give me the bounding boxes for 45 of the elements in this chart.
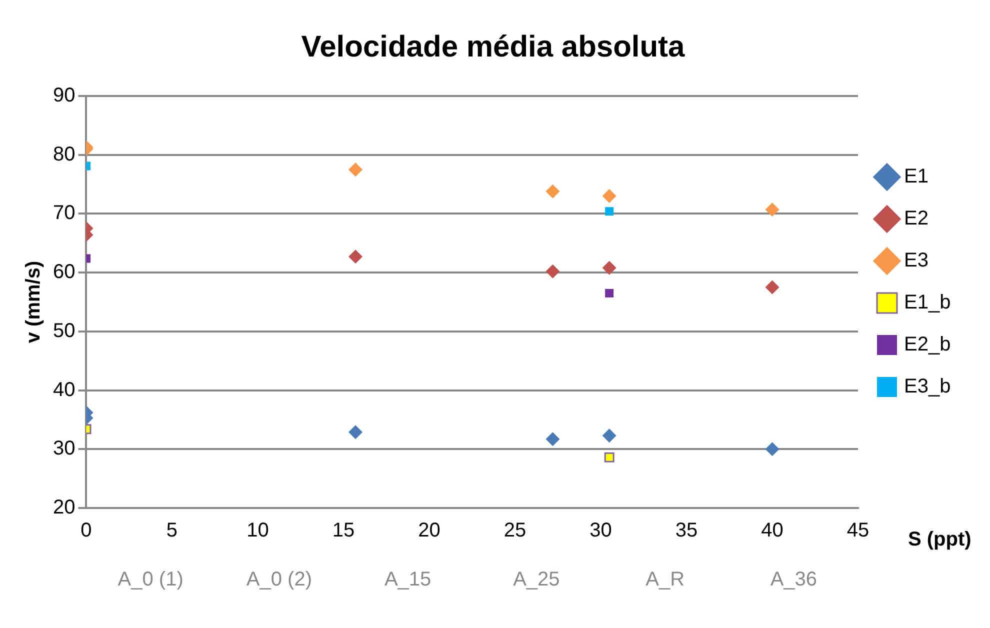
legend-label: E1_b <box>904 292 951 314</box>
legend-label: E1 <box>904 166 928 188</box>
y-tick-label: 70 <box>52 202 76 224</box>
point <box>602 189 616 204</box>
point <box>546 184 560 198</box>
text: A_R <box>646 568 685 591</box>
legend-label: E3_b <box>904 376 951 398</box>
text: A_25 <box>513 568 560 591</box>
point <box>348 250 363 264</box>
legend-label: E3 <box>904 250 928 272</box>
y-tick-label: 80 <box>52 143 76 166</box>
x-tick-label: 10 <box>246 520 269 542</box>
text: A_0 (1) <box>118 568 184 591</box>
y-tick-label: 90 <box>52 84 76 107</box>
x-tick-label: 20 <box>418 520 440 542</box>
x-axis-title: S (ppt) <box>908 528 972 551</box>
y-tick-label: 60 <box>52 261 76 284</box>
point <box>348 162 363 177</box>
legend-label: E2_b <box>904 334 951 356</box>
x-tick-label: 25 <box>504 520 526 542</box>
x-tick-label: 5 <box>166 520 178 542</box>
point <box>348 425 363 440</box>
point <box>602 260 616 275</box>
text: A_0 (2) <box>246 568 312 591</box>
text: A_36 <box>770 568 818 591</box>
point <box>602 428 616 443</box>
chart-title: Velocidade média absoluta <box>301 30 686 64</box>
x-tick-label: 35 <box>675 520 698 542</box>
point <box>546 264 560 278</box>
x-tick-label: 45 <box>846 520 870 542</box>
y-tick-label: 20 <box>52 496 76 519</box>
y-tick-label: 30 <box>52 438 76 460</box>
point <box>765 202 780 217</box>
x-tick-label: 15 <box>332 520 355 542</box>
x-tick-label: 30 <box>590 520 612 542</box>
point <box>765 442 780 456</box>
text: A_15 <box>384 568 432 591</box>
point <box>546 432 560 446</box>
y-axis-title: v (mm/s) <box>22 260 45 344</box>
legend-label: E2 <box>904 208 928 230</box>
y-tick-label: 40 <box>52 378 76 401</box>
point <box>765 280 780 294</box>
x-tick-label: 0 <box>80 520 92 542</box>
x-tick-label: 40 <box>761 520 784 542</box>
y-tick-label: 50 <box>52 320 76 342</box>
